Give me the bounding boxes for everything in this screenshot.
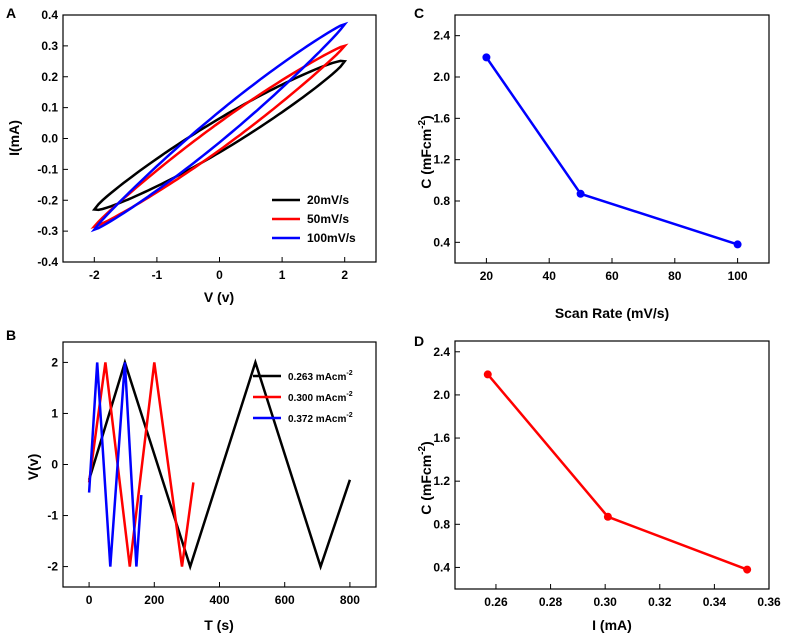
x-tick-label: 1 <box>279 268 286 282</box>
y-tick-label: 1.6 <box>433 111 450 125</box>
panel-a-ticks: -2 -1 0 1 2 -0.4 -0.3 -0.2 -0.1 0.0 0.1 0.2 0.3 0.4 <box>37 8 348 282</box>
x-tick-label: -2 <box>89 268 100 282</box>
panel-d-xlabel: I (mA) <box>592 617 632 633</box>
panel-b-xlabel: T (s) <box>204 617 234 633</box>
x-tick-label: 2 <box>341 268 348 282</box>
panel-b-legend: 0.263 mAcm-2 0.300 mAcm-2 0.372 mAcm-2 <box>253 370 353 425</box>
y-tick-label: 2 <box>51 355 58 369</box>
y-tick-label: 2.0 <box>433 388 450 402</box>
y-tick-label: 1.2 <box>433 474 450 488</box>
x-tick-label: 0.28 <box>539 595 563 609</box>
x-tick-label: 200 <box>144 593 164 607</box>
x-tick-label: 20 <box>480 269 494 283</box>
panel-b-ticks: 0 200 400 600 800 -2 -1 0 1 2 <box>47 355 360 607</box>
panel-b: B 0 200 400 600 800 -2 -1 0 1 2 0.263 mAcm-2 0.30… <box>6 327 377 633</box>
y-tick-label: 1 <box>51 406 58 420</box>
x-tick-label: 100 <box>728 269 748 283</box>
y-tick-label: 0.0 <box>41 132 58 146</box>
legend-label-0372: 0.372 mAcm-2 <box>288 412 353 425</box>
series-line <box>486 373 748 571</box>
x-tick-label: 0.30 <box>593 595 617 609</box>
x-tick-label: -1 <box>152 268 163 282</box>
panel-c-series <box>482 53 742 249</box>
legend-label-50mvs: 50mV/s <box>307 212 349 226</box>
gcd-line-2 <box>87 362 143 567</box>
x-tick-label: 0 <box>86 593 93 607</box>
x-tick-label: 400 <box>209 593 229 607</box>
panel-a-xlabel: V (v) <box>204 289 234 305</box>
gcd-line-1 <box>87 362 195 567</box>
panel-c: C 20 40 60 80 100 0.4 0.8 1.2 1.6 2.0 2.4 Scan Rat… <box>414 5 770 321</box>
x-tick-label: 60 <box>605 269 619 283</box>
y-tick-label: 0.8 <box>433 517 450 531</box>
panel-d-letter: D <box>414 333 424 349</box>
x-tick-label: 0.34 <box>703 595 727 609</box>
panel-d-ylabel: C (mFcm-2) <box>417 441 434 514</box>
gcd-line-0 <box>87 358 352 571</box>
y-tick-label: 2.4 <box>433 345 450 359</box>
y-tick-label: -0.4 <box>37 255 58 269</box>
data-point <box>483 370 492 379</box>
y-tick-label: 2.4 <box>433 29 450 43</box>
x-tick-label: 0.26 <box>484 595 508 609</box>
panel-a-letter: A <box>6 5 16 21</box>
panel-c-frame <box>454 14 770 264</box>
x-tick-label: 600 <box>275 593 295 607</box>
panel-b-series <box>87 358 352 571</box>
panel-c-letter: C <box>414 5 424 21</box>
series-line <box>485 56 738 246</box>
data-point <box>603 512 612 521</box>
panel-a: A -2 -1 0 1 2 -0.4 -0.3 -0.2 -0.1 0.0 0.1 0.2 0.3 0.4… <box>6 5 377 305</box>
y-tick-label: -2 <box>47 560 58 574</box>
y-tick-label: 2.0 <box>433 70 450 84</box>
panel-b-letter: B <box>6 327 16 343</box>
y-tick-label: 1.6 <box>433 431 450 445</box>
y-tick-label: 0.3 <box>41 39 58 53</box>
legend-label-0300: 0.300 mAcm-2 <box>288 391 353 404</box>
x-tick-label: 800 <box>340 593 360 607</box>
x-tick-label: 80 <box>668 269 682 283</box>
legend-label-0263: 0.263 mAcm-2 <box>288 370 353 383</box>
cv-loop-50mvs <box>90 43 349 229</box>
y-tick-label: 0.1 <box>41 101 58 115</box>
x-tick-label: 40 <box>543 269 557 283</box>
y-tick-label: 1.2 <box>433 153 450 167</box>
panel-b-ylabel: V(v) <box>25 454 41 480</box>
y-tick-label: -0.3 <box>37 224 58 238</box>
x-tick-label: 0.36 <box>757 595 781 609</box>
data-point <box>733 240 742 249</box>
y-tick-label: 0.8 <box>433 194 450 208</box>
cv-loop-100mvs <box>90 21 349 233</box>
data-point <box>482 53 491 62</box>
legend-label-100mvs: 100mV/s <box>307 231 356 245</box>
cv-loop-20mvs <box>91 59 348 212</box>
data-point <box>743 565 752 574</box>
y-tick-label: -0.2 <box>37 193 58 207</box>
y-tick-label: 0.2 <box>41 70 58 84</box>
x-tick-label: 0 <box>216 268 223 282</box>
panel-d: D 0.26 0.28 0.30 0.32 0.34 0.36 0.4 0.8 1.2 1.6 2.… <box>414 333 781 633</box>
y-tick-label: 0.4 <box>433 235 450 249</box>
panel-c-xlabel: Scan Rate (mV/s) <box>555 305 669 321</box>
y-tick-label: 0 <box>51 458 58 472</box>
panel-d-ticks: 0.26 0.28 0.30 0.32 0.34 0.36 0.4 0.8 1.2 1.6 2.0 2… <box>433 345 781 609</box>
x-tick-label: 0.32 <box>648 595 672 609</box>
panel-a-ylabel: I(mA) <box>6 120 22 156</box>
y-tick-label: 0.4 <box>433 560 450 574</box>
y-tick-label: 0.4 <box>41 8 58 22</box>
y-tick-label: -1 <box>47 509 58 523</box>
panel-c-ticks: 20 40 60 80 100 0.4 0.8 1.2 1.6 2.0 2.4 <box>433 29 748 283</box>
y-tick-label: -0.1 <box>37 162 58 176</box>
panel-a-legend: 20mV/s 50mV/s 100mV/s <box>272 193 356 245</box>
panel-c-ylabel: C (mFcm-2) <box>417 115 434 188</box>
data-point <box>576 189 585 198</box>
legend-label-20mvs: 20mV/s <box>307 193 349 207</box>
panel-d-series <box>483 370 752 574</box>
panel-d-frame <box>454 340 770 590</box>
panel-a-series <box>90 21 349 233</box>
